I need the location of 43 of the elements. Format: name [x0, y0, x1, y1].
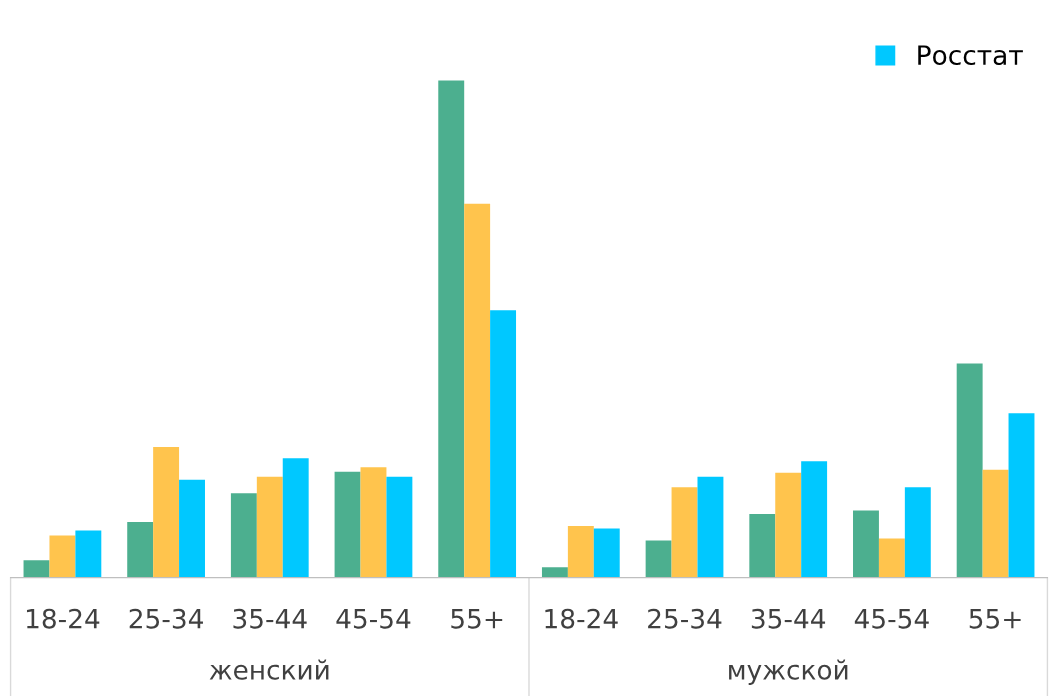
- bar: [153, 446, 180, 578]
- bar: [256, 476, 283, 578]
- text: мужской: [729, 659, 848, 685]
- x-tick-label: 45-54: [854, 609, 929, 629]
- bar: [490, 310, 517, 578]
- bar: [801, 461, 828, 578]
- x-tick-label: 25-34: [648, 608, 722, 629]
- bar: [593, 528, 620, 578]
- x-tick-label: 18-24: [545, 608, 618, 629]
- bar: [956, 363, 983, 578]
- x-tick-label: 45-54: [336, 609, 411, 629]
- x-tick-label: 18-24: [26, 608, 100, 629]
- bar: [878, 538, 905, 578]
- bar: [567, 525, 594, 578]
- bar: [49, 535, 76, 578]
- bar: [282, 458, 309, 578]
- bar: [179, 479, 205, 578]
- x-tick-label: 55+: [451, 609, 503, 629]
- bar: [671, 487, 698, 578]
- text: женский: [209, 659, 329, 680]
- bar: [541, 567, 568, 578]
- x-tick-label: 55+: [969, 609, 1021, 629]
- bar: [75, 530, 102, 578]
- x-tick-label: 35-44: [233, 608, 307, 629]
- legend-label: Росстат: [918, 45, 1023, 66]
- x-tick-label: 35-44: [751, 608, 826, 629]
- bar: [697, 476, 724, 578]
- bar: [1008, 413, 1035, 578]
- bar: [360, 467, 387, 578]
- bar: [230, 493, 257, 578]
- bar: [127, 522, 154, 578]
- bar: [334, 471, 361, 578]
- bar: [464, 203, 491, 578]
- bar: [386, 476, 413, 578]
- bar: [775, 472, 802, 578]
- bar: [982, 469, 1009, 578]
- x-tick-label: 25-34: [129, 608, 203, 629]
- bar: [904, 487, 931, 578]
- bar: [853, 510, 879, 578]
- bar: [23, 560, 50, 578]
- bar: [749, 514, 776, 578]
- bar: [438, 80, 465, 578]
- bar: [645, 540, 672, 578]
